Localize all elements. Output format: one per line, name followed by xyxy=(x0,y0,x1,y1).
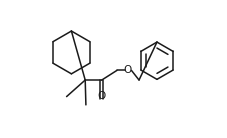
Text: O: O xyxy=(98,91,106,101)
Text: O: O xyxy=(124,65,132,75)
